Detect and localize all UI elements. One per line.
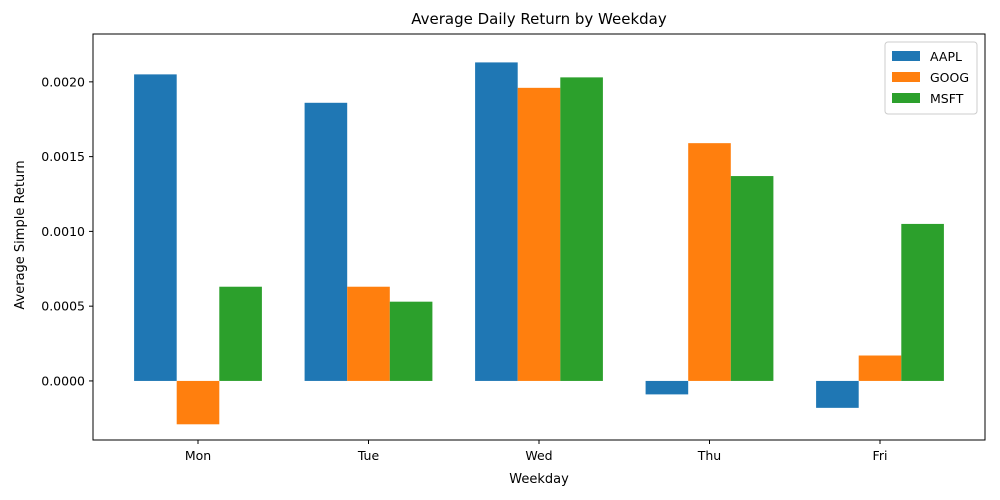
legend-swatch-aapl — [892, 51, 920, 61]
legend: AAPL GOOG MSFT — [884, 41, 978, 115]
y-tick-label: 0.0005 — [41, 299, 85, 314]
x-tick-label: Mon — [185, 448, 211, 463]
bar-msft-fri — [901, 223, 944, 381]
y-tick-label: 0.0010 — [41, 224, 85, 239]
legend-swatch-goog — [892, 72, 920, 82]
bar-aapl-fri — [816, 380, 859, 408]
x-tick-label: Fri — [873, 448, 888, 463]
x-tick-label: Thu — [697, 448, 721, 463]
legend-label-aapl: AAPL — [930, 49, 962, 64]
y-tick-label: 0.0000 — [41, 373, 85, 388]
bar-goog-thu — [688, 143, 731, 381]
bar-msft-mon — [219, 286, 262, 381]
legend-label-goog: GOOG — [930, 70, 969, 85]
legend-swatch-msft — [892, 93, 920, 103]
y-axis-label: Average Simple Return — [13, 160, 28, 309]
bar-aapl-wed — [475, 62, 518, 381]
x-tick-label: Tue — [357, 448, 380, 463]
y-tick-label: 0.0015 — [41, 149, 85, 164]
bars-group — [134, 62, 944, 425]
x-axis-label: Weekday — [509, 472, 569, 487]
x-tick-label: Wed — [525, 448, 552, 463]
legend-label-msft: MSFT — [930, 91, 964, 106]
bar-msft-thu — [730, 176, 774, 381]
bar-goog-wed — [517, 87, 561, 381]
axes-group: 0.0000 0.0005 0.0010 0.0015 0.0020 Mon Tue Wed T… — [41, 33, 986, 463]
bar-msft-wed — [560, 77, 603, 381]
bar-aapl-mon — [134, 74, 177, 381]
bar-goog-fri — [858, 355, 902, 381]
bar-aapl-tue — [304, 102, 348, 381]
bar-aapl-thu — [645, 380, 689, 395]
chart-title: Average Daily Return by Weekday — [411, 10, 667, 28]
bar-msft-tue — [389, 301, 433, 381]
bar-goog-tue — [347, 286, 390, 381]
y-tick-label: 0.0020 — [41, 74, 85, 89]
bar-goog-mon — [176, 380, 220, 425]
